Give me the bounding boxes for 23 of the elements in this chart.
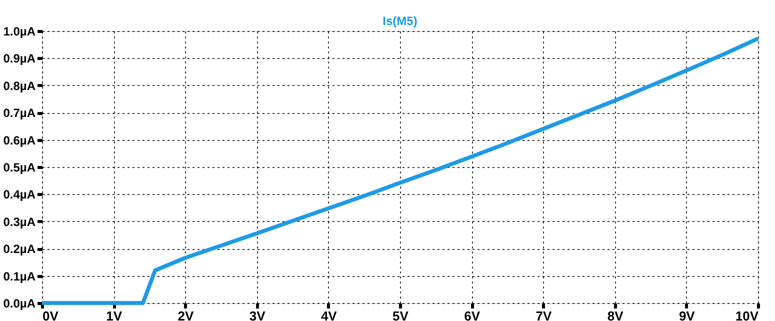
x-tick-label: 2V [178, 308, 194, 321]
y-tick-label: 0.2µA [3, 242, 36, 256]
y-tick-label: 0.6µA [3, 133, 36, 148]
x-tick-label: 5V [392, 308, 409, 321]
y-tick-label: 0.8µA [3, 78, 36, 93]
x-tick-label: 6V [464, 308, 480, 321]
x-tick-label: 7V [536, 308, 552, 321]
x-tick-label: 1V [106, 308, 122, 321]
x-tick-label: 3V [249, 308, 266, 321]
y-tick-label: 0.4µA [3, 188, 36, 202]
x-tick-label: 8V [607, 308, 624, 321]
y-tick-label: 0.7µA [3, 106, 36, 120]
y-tick-label: 0.3µA [3, 214, 36, 229]
y-tick-label: 0.5µA [3, 160, 36, 174]
y-tick-label: 1.0µA [3, 24, 36, 38]
y-tick-label: 0.9µA [3, 52, 36, 66]
x-tick-label: 9V [678, 308, 696, 321]
x-tick-label: 4V [320, 308, 338, 321]
text: Is(M5) [382, 14, 418, 28]
y-tick-label: 0.1µA [3, 269, 36, 284]
x-tick-label: 0V [42, 308, 59, 321]
x-tick-label: 10V [735, 308, 759, 321]
y-tick-label: 0.0µA [3, 296, 36, 310]
